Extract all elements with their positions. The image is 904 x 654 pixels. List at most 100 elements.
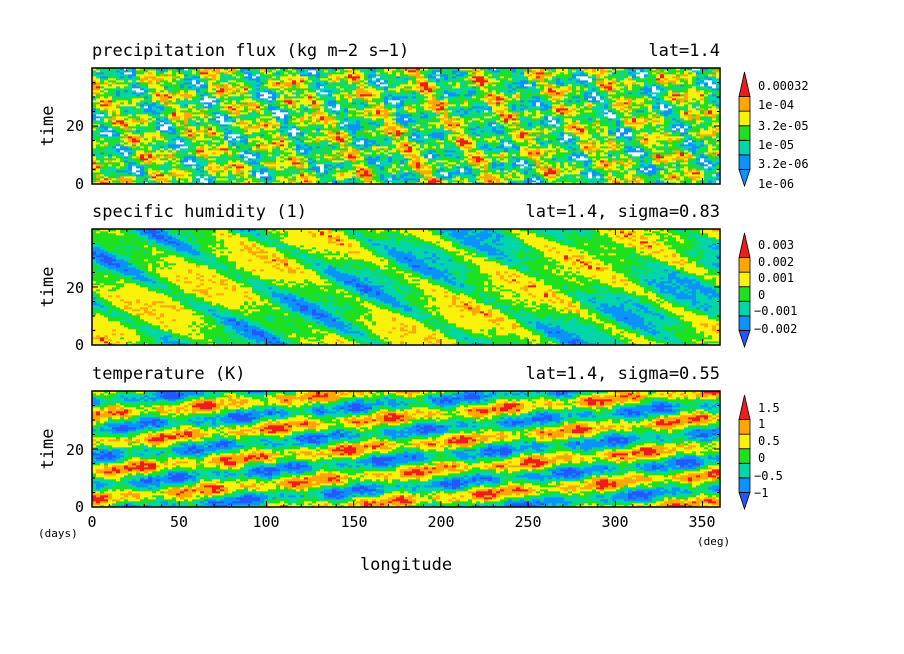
heatmap-cell <box>200 150 204 152</box>
heatmap-cell <box>632 126 636 128</box>
heatmap-cell <box>388 126 392 128</box>
heatmap-cell <box>424 162 428 164</box>
heatmap-cell <box>440 148 444 150</box>
heatmap-cell <box>524 176 528 178</box>
heatmap-cell <box>712 166 716 168</box>
heatmap-cell <box>224 178 228 180</box>
heatmap-cell <box>596 154 600 156</box>
heatmap-cell <box>440 158 444 160</box>
heatmap-cell <box>704 166 708 168</box>
heatmap-cell <box>436 180 440 182</box>
heatmap-cell <box>636 122 640 124</box>
heatmap-cell <box>256 150 260 152</box>
heatmap-cell <box>208 168 212 170</box>
heatmap-cell <box>316 136 320 138</box>
heatmap-cell <box>344 124 348 126</box>
heatmap-cell <box>540 148 544 150</box>
heatmap-cell <box>572 122 576 124</box>
heatmap-cell <box>96 152 100 154</box>
heatmap-cell <box>652 132 656 134</box>
heatmap-cell <box>136 168 140 170</box>
heatmap-cell <box>136 142 140 144</box>
heatmap-cell <box>276 142 280 144</box>
heatmap-cell <box>220 152 224 154</box>
heatmap-cell <box>660 128 664 130</box>
heatmap-cell <box>456 178 460 180</box>
heatmap-cell <box>432 178 436 180</box>
heatmap-cell <box>240 148 244 150</box>
heatmap-cell <box>328 152 332 154</box>
heatmap-cell <box>384 150 388 152</box>
heatmap-cell <box>256 148 260 150</box>
heatmap-cell <box>308 146 312 148</box>
heatmap-cell <box>312 128 316 130</box>
heatmap-cell <box>564 162 568 164</box>
heatmap-cell <box>288 176 292 178</box>
heatmap-cell <box>400 158 404 160</box>
heatmap-cell <box>220 148 224 150</box>
heatmap-cell <box>576 132 580 134</box>
heatmap-cell <box>580 122 584 124</box>
heatmap-cell <box>356 160 360 162</box>
heatmap-cell <box>104 162 108 164</box>
heatmap-cell <box>632 174 636 176</box>
heatmap-cell <box>664 160 668 162</box>
heatmap-cell <box>264 142 268 144</box>
heatmap-cell <box>248 120 252 122</box>
heatmap-cell <box>412 162 416 164</box>
heatmap-cell <box>336 132 340 134</box>
heatmap-cell <box>472 122 476 124</box>
heatmap-cell <box>672 152 676 154</box>
heatmap-cell <box>148 162 152 164</box>
heatmap-cell <box>312 164 316 166</box>
heatmap-cell <box>256 132 260 134</box>
heatmap-cell <box>592 170 596 172</box>
heatmap-cell <box>248 172 252 174</box>
heatmap-cell <box>192 168 196 170</box>
heatmap-cell <box>536 152 540 154</box>
heatmap-cell <box>324 172 328 174</box>
heatmap-cell <box>588 146 592 148</box>
heatmap-cell <box>144 136 148 138</box>
heatmap-cell <box>144 144 148 146</box>
heatmap-cell <box>636 136 640 138</box>
heatmap-cell <box>484 144 488 146</box>
heatmap-cell <box>712 176 716 178</box>
heatmap-cell <box>468 152 472 154</box>
heatmap-cell <box>164 168 168 170</box>
heatmap-cell <box>244 124 248 126</box>
heatmap-cell <box>444 126 448 128</box>
heatmap-cell <box>232 126 236 128</box>
heatmap-cell <box>444 154 448 156</box>
heatmap-cell <box>656 170 660 172</box>
heatmap-cell <box>684 126 688 128</box>
heatmap-cell <box>608 148 612 150</box>
heatmap-cell <box>332 126 336 128</box>
heatmap-cell <box>504 126 508 128</box>
heatmap-cell <box>504 132 508 134</box>
heatmap-cell <box>96 176 100 178</box>
heatmap-cell <box>464 160 468 162</box>
heatmap-cell <box>444 180 448 182</box>
heatmap-cell <box>616 128 620 130</box>
heatmap-cell <box>452 152 456 154</box>
heatmap-cell <box>416 132 420 134</box>
heatmap-cell <box>552 174 556 176</box>
heatmap-cell <box>312 142 316 144</box>
heatmap-cell <box>692 174 696 176</box>
heatmap-cell <box>508 164 512 166</box>
heatmap-cell <box>392 136 396 138</box>
heatmap-cell <box>164 148 168 150</box>
heatmap-cell <box>168 158 172 160</box>
heatmap-cell <box>100 130 104 132</box>
heatmap-cell <box>540 166 544 168</box>
heatmap-cell <box>140 128 144 130</box>
heatmap-cell <box>248 140 252 142</box>
heatmap-cell <box>492 148 496 150</box>
heatmap-cell <box>448 166 452 168</box>
heatmap-cell <box>652 176 656 178</box>
heatmap-cell <box>196 136 200 138</box>
heatmap-cell <box>224 174 228 176</box>
heatmap-cell <box>624 168 628 170</box>
heatmap-cell <box>416 180 420 182</box>
